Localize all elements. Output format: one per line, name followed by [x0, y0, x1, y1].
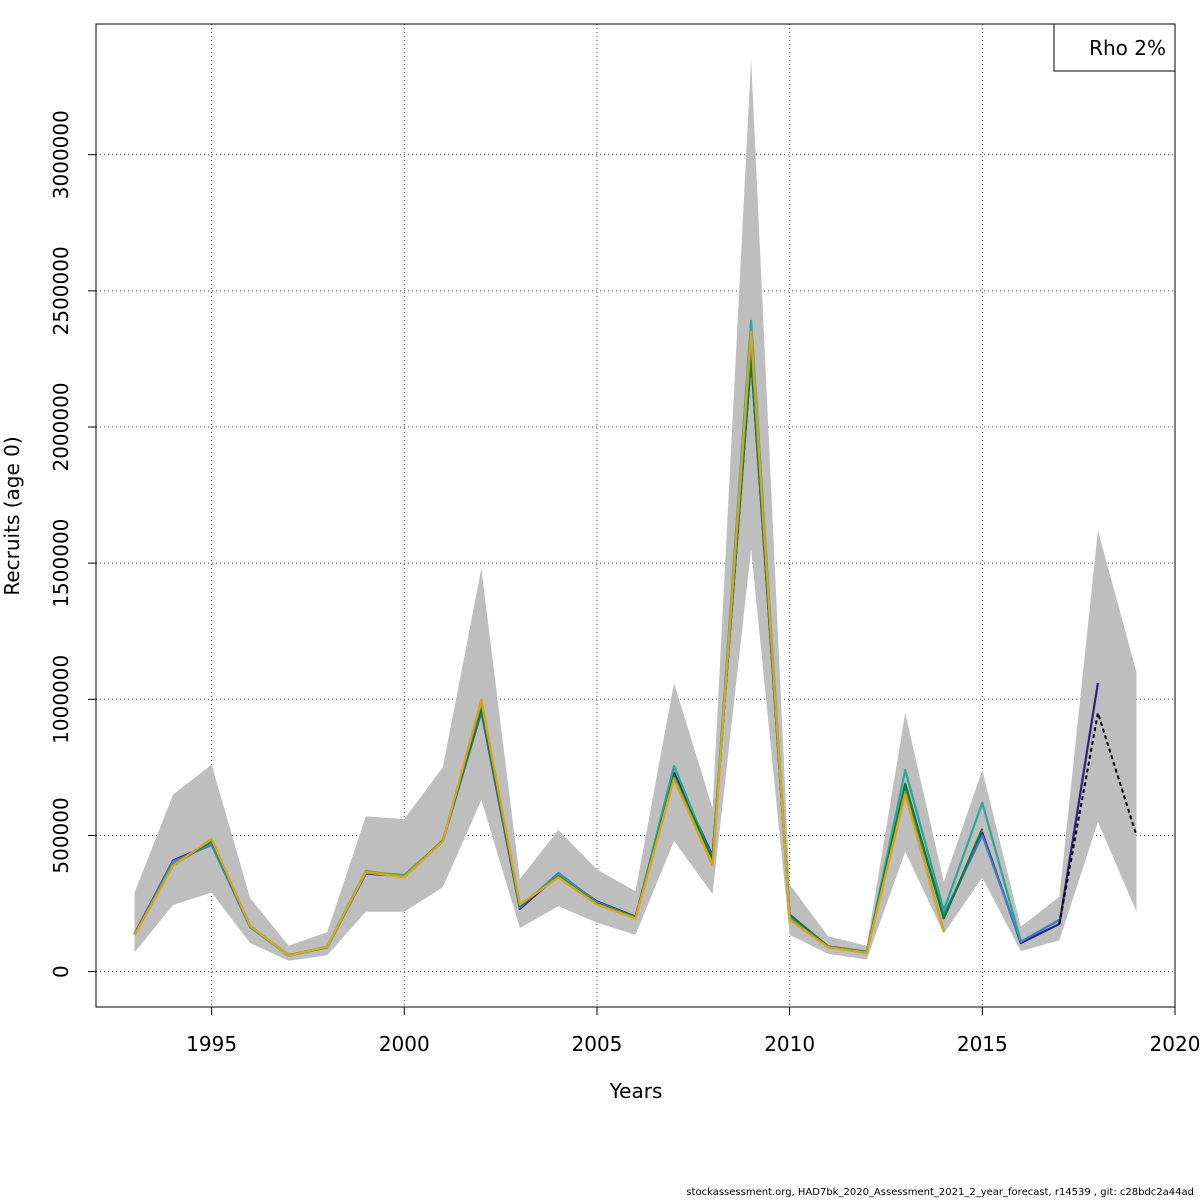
x-tick-label: 2020: [1150, 1032, 1200, 1056]
y-axis: 0 500000 1000000 1500000 2000000 2500000 30000…: [49, 110, 97, 978]
legend-box: [1053, 23, 1176, 72]
y-tick-label: 3000000: [49, 110, 73, 199]
y-tick-label: 1000000: [49, 655, 73, 744]
x-tick-label: 2015: [957, 1032, 1008, 1056]
x-tick-label: 2010: [764, 1032, 815, 1056]
series-line-7: [1058, 711, 1138, 925]
y-tick-label: 0: [49, 965, 73, 978]
y-tick-label: 2500000: [49, 246, 73, 335]
confidence-band: [134, 59, 1137, 961]
legend: Rho 2%: [1053, 23, 1176, 72]
x-tick-label: 2000: [379, 1032, 430, 1056]
y-axis-title: Recruits (age 0): [0, 436, 24, 595]
y-tick-label: 500000: [49, 797, 73, 873]
legend-text: Rho 2%: [1089, 36, 1166, 60]
series-line-6: [133, 330, 945, 957]
x-axis: 1995 2000 2005 2010 2015 2020: [186, 1006, 1200, 1056]
x-tick-label: 1995: [186, 1032, 237, 1056]
x-axis-title: Years: [609, 1079, 663, 1103]
footer-credit: stockassessment.org, HAD7bk_2020_Assessm…: [686, 1187, 1194, 1198]
series-layer: [133, 319, 1138, 957]
x-tick-label: 2005: [572, 1032, 623, 1056]
y-tick-label: 2000000: [49, 382, 73, 471]
y-tick-label: 1500000: [49, 519, 73, 608]
confidence-band-layer: [134, 59, 1137, 961]
plot-frame: [95, 23, 1176, 1008]
grid-lines: [96, 24, 1176, 1007]
